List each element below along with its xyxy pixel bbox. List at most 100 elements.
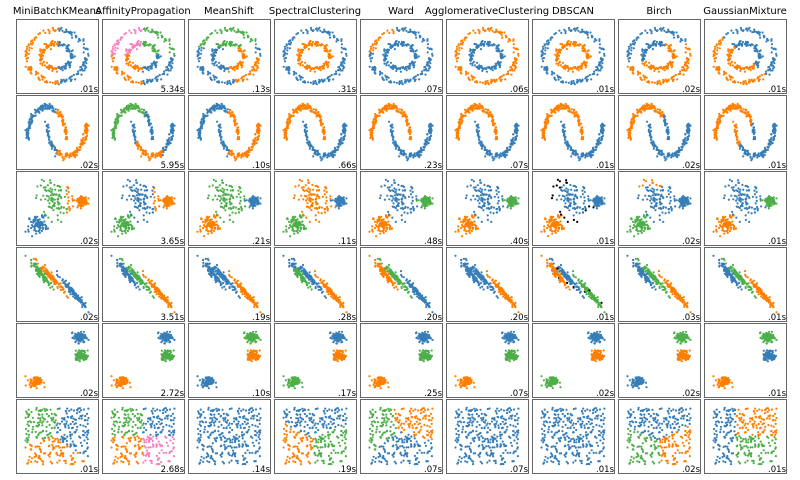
data-point (561, 46, 564, 49)
data-point (251, 145, 254, 148)
data-point (301, 104, 304, 107)
data-point (221, 104, 224, 107)
data-point (307, 48, 310, 51)
data-point (28, 49, 31, 52)
data-point (397, 40, 401, 44)
data-point (320, 118, 323, 122)
data-point (482, 68, 485, 71)
data-point (136, 143, 139, 146)
data-point (39, 108, 42, 111)
data-point (469, 48, 472, 51)
data-point (685, 64, 688, 67)
data-point (748, 67, 751, 70)
data-point (468, 31, 471, 35)
data-point (424, 67, 428, 70)
data-point (332, 78, 335, 81)
data-point (157, 36, 160, 39)
data-point (684, 43, 688, 46)
data-point (429, 138, 432, 141)
data-point (343, 122, 346, 125)
data-point (331, 55, 334, 58)
data-point (313, 111, 317, 115)
data-point (491, 69, 494, 72)
data-point (310, 42, 313, 46)
data-point (242, 75, 245, 78)
data-point (489, 152, 492, 155)
data-point (140, 29, 143, 32)
data-point (591, 73, 594, 76)
data-point (570, 29, 573, 32)
data-point (41, 107, 44, 111)
data-point (137, 69, 140, 72)
data-point (407, 122, 411, 125)
data-point (50, 42, 53, 45)
data-point (421, 40, 424, 43)
data-point (684, 46, 687, 49)
data-point (142, 153, 145, 156)
data-point (372, 122, 375, 125)
data-point (145, 27, 148, 31)
data-point (737, 81, 740, 84)
data-point (603, 54, 606, 57)
data-point (118, 115, 121, 118)
data-point (213, 107, 216, 111)
data-point (43, 64, 47, 67)
data-point (245, 154, 248, 157)
data-point (516, 127, 519, 130)
data-point (114, 46, 117, 49)
data-point (674, 73, 677, 77)
data-point (395, 69, 398, 72)
data-point (305, 138, 308, 141)
data-point (715, 66, 718, 69)
data-point (71, 53, 74, 57)
data-point (491, 29, 494, 32)
data-point (143, 149, 146, 153)
data-point (213, 62, 216, 65)
data-point (684, 62, 688, 65)
data-point (320, 121, 323, 124)
data-point (431, 54, 434, 57)
data-point (426, 43, 429, 46)
data-point (405, 80, 408, 83)
data-point (495, 153, 498, 156)
data-point (236, 62, 239, 65)
data-point (153, 63, 157, 66)
data-point (171, 122, 174, 125)
data-point (169, 57, 172, 61)
data-point (56, 108, 60, 111)
data-point (460, 40, 463, 43)
data-point (308, 42, 311, 45)
data-point (476, 44, 479, 47)
data-point (345, 52, 348, 56)
data-point (163, 40, 166, 43)
data-point (54, 29, 57, 32)
data-point (211, 49, 214, 53)
data-point (335, 40, 338, 43)
data-point (368, 129, 371, 132)
data-point (299, 76, 302, 79)
data-point (512, 137, 515, 140)
data-point (395, 26, 399, 30)
data-point (113, 52, 117, 55)
data-point (332, 36, 336, 39)
data-point (209, 77, 212, 80)
data-point (116, 72, 119, 75)
data-point (286, 46, 289, 49)
data-point (483, 40, 487, 44)
data-point (218, 44, 221, 47)
data-point (222, 140, 225, 143)
data-point (517, 54, 520, 57)
data-point (492, 121, 495, 124)
data-point (196, 65, 199, 68)
data-point (308, 140, 311, 143)
data-point (151, 28, 154, 31)
data-point (77, 70, 80, 73)
data-point (30, 72, 33, 75)
data-point (60, 67, 63, 70)
data-point (544, 46, 547, 49)
runtime-label: .07s (424, 85, 443, 95)
data-point (479, 81, 482, 84)
data-point (371, 66, 374, 69)
data-point (304, 44, 307, 47)
data-point (221, 44, 224, 47)
